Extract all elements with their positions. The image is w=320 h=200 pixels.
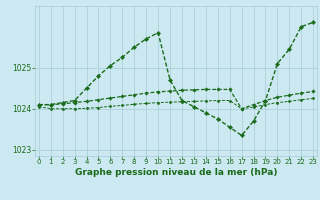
X-axis label: Graphe pression niveau de la mer (hPa): Graphe pression niveau de la mer (hPa) [75, 168, 277, 177]
